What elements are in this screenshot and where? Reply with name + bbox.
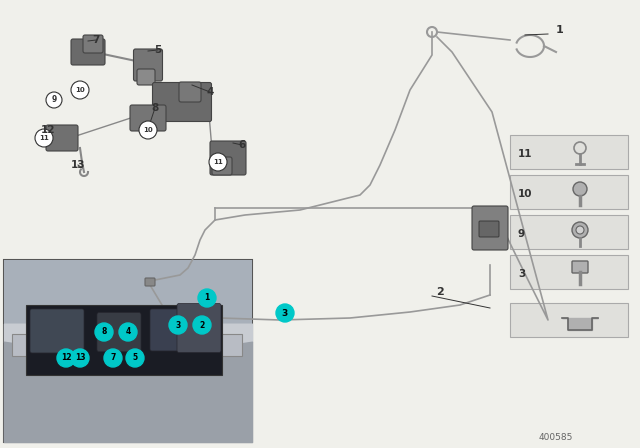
- Text: 12: 12: [41, 125, 55, 135]
- FancyBboxPatch shape: [71, 39, 105, 65]
- FancyBboxPatch shape: [510, 135, 628, 169]
- Bar: [26, 306, 222, 375]
- FancyBboxPatch shape: [472, 206, 508, 250]
- Text: 10: 10: [75, 87, 85, 93]
- Circle shape: [572, 222, 588, 238]
- Text: 3: 3: [282, 309, 288, 318]
- FancyBboxPatch shape: [97, 313, 141, 352]
- FancyBboxPatch shape: [212, 157, 232, 175]
- FancyBboxPatch shape: [134, 49, 163, 81]
- FancyBboxPatch shape: [179, 82, 201, 102]
- Circle shape: [57, 349, 75, 367]
- Text: 10: 10: [143, 127, 153, 133]
- FancyBboxPatch shape: [177, 303, 221, 353]
- Text: 8: 8: [152, 103, 159, 113]
- Text: 2: 2: [200, 320, 205, 329]
- Circle shape: [193, 316, 211, 334]
- Text: 13: 13: [71, 160, 85, 170]
- Circle shape: [119, 323, 137, 341]
- FancyBboxPatch shape: [210, 141, 246, 175]
- FancyBboxPatch shape: [510, 175, 628, 209]
- Circle shape: [198, 289, 216, 307]
- FancyBboxPatch shape: [150, 309, 189, 351]
- Circle shape: [576, 226, 584, 234]
- FancyBboxPatch shape: [83, 35, 103, 53]
- Text: 13: 13: [75, 353, 85, 362]
- Circle shape: [95, 323, 113, 341]
- Bar: [4, 260, 252, 442]
- Circle shape: [209, 153, 227, 171]
- FancyBboxPatch shape: [510, 303, 628, 337]
- Circle shape: [573, 182, 587, 196]
- Bar: [12, 334, 242, 356]
- Circle shape: [169, 316, 187, 334]
- Circle shape: [71, 349, 89, 367]
- Text: 11: 11: [39, 135, 49, 141]
- FancyBboxPatch shape: [572, 261, 588, 273]
- Text: 7: 7: [92, 35, 100, 45]
- Text: 3: 3: [518, 269, 525, 279]
- Text: 11: 11: [518, 149, 532, 159]
- Text: 1: 1: [204, 293, 210, 302]
- FancyBboxPatch shape: [510, 255, 628, 289]
- Circle shape: [71, 81, 89, 99]
- Text: 3: 3: [175, 320, 180, 329]
- Text: 1: 1: [556, 25, 564, 35]
- Text: 4: 4: [125, 327, 131, 336]
- Text: 11: 11: [213, 159, 223, 165]
- Polygon shape: [562, 318, 598, 330]
- Bar: [4, 260, 252, 324]
- Circle shape: [35, 129, 53, 147]
- FancyBboxPatch shape: [145, 278, 155, 286]
- FancyBboxPatch shape: [479, 221, 499, 237]
- Text: 5: 5: [132, 353, 138, 362]
- Circle shape: [126, 349, 144, 367]
- Text: 7: 7: [110, 353, 116, 362]
- FancyBboxPatch shape: [152, 82, 211, 121]
- Circle shape: [139, 121, 157, 139]
- Text: 9: 9: [518, 229, 525, 239]
- Text: 8: 8: [101, 327, 107, 336]
- Text: 6: 6: [238, 140, 246, 150]
- Circle shape: [104, 349, 122, 367]
- Text: 2: 2: [436, 287, 444, 297]
- FancyBboxPatch shape: [46, 125, 78, 151]
- Text: 9: 9: [51, 95, 56, 104]
- FancyBboxPatch shape: [30, 309, 84, 353]
- FancyBboxPatch shape: [510, 215, 628, 249]
- FancyBboxPatch shape: [137, 69, 155, 85]
- Circle shape: [276, 304, 294, 322]
- Text: 400585: 400585: [539, 434, 573, 443]
- Text: 5: 5: [154, 45, 162, 55]
- Text: 12: 12: [61, 353, 71, 362]
- Text: 10: 10: [518, 189, 532, 199]
- Text: 4: 4: [206, 87, 214, 97]
- Circle shape: [46, 92, 62, 108]
- FancyBboxPatch shape: [130, 105, 166, 131]
